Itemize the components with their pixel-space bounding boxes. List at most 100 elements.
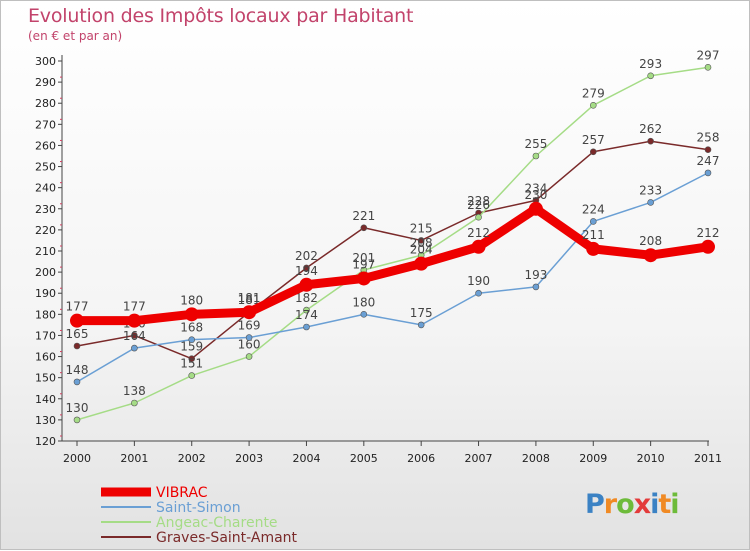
data-point <box>73 416 81 424</box>
x-tick-label: 2002 <box>178 452 206 465</box>
y-tick-label: 190 <box>35 287 56 300</box>
legend-label: VIBRAC <box>156 485 208 501</box>
data-label: 234 <box>524 181 547 195</box>
data-point <box>73 342 81 350</box>
data-point <box>127 313 142 328</box>
data-point <box>299 277 314 292</box>
data-point <box>475 289 482 297</box>
data-label: 204 <box>410 243 433 257</box>
data-label: 138 <box>123 384 146 398</box>
logo-letter: P <box>585 489 605 520</box>
data-point <box>242 305 257 320</box>
data-point <box>184 307 199 322</box>
y-tick-label: 180 <box>35 308 56 321</box>
data-point <box>586 241 601 256</box>
data-point <box>303 264 310 272</box>
proxiti-logo: Proxiti <box>585 489 680 520</box>
data-point <box>643 248 658 263</box>
data-label: 201 <box>352 251 375 265</box>
logo-letter: t <box>658 489 671 520</box>
data-label: 293 <box>639 57 662 71</box>
data-label: 193 <box>524 268 547 282</box>
y-tick-label: 260 <box>35 139 56 152</box>
data-label: 180 <box>180 293 203 307</box>
legend-label: Saint-Simon <box>156 500 241 516</box>
series-line-vibrac <box>72 204 713 326</box>
data-label: 208 <box>639 234 662 248</box>
data-point <box>647 72 654 80</box>
data-label: 297 <box>697 48 720 62</box>
data-point <box>701 239 715 254</box>
x-tick-label: 2009 <box>579 452 607 465</box>
data-label: 202 <box>295 249 318 263</box>
data-label: 228 <box>467 194 490 208</box>
logo-letter: i <box>650 489 659 520</box>
data-label: 159 <box>180 340 203 354</box>
data-label: 180 <box>352 295 375 309</box>
data-point <box>704 169 712 177</box>
data-label: 174 <box>295 308 318 322</box>
data-point <box>471 239 486 254</box>
logo-letter: r <box>603 489 617 520</box>
y-tick-label: 300 <box>35 55 56 68</box>
data-label: 130 <box>66 401 89 415</box>
data-label: 169 <box>238 319 261 333</box>
data-label: 255 <box>524 137 547 151</box>
y-tick-label: 210 <box>35 245 56 258</box>
chart-subtitle: (en € et par an) <box>28 29 123 43</box>
data-label: 257 <box>582 133 605 147</box>
data-point <box>417 237 425 244</box>
data-label: 164 <box>123 329 146 343</box>
x-tick-label: 2011 <box>694 452 722 465</box>
x-tick-label: 2007 <box>465 452 493 465</box>
x-tick-label: 2003 <box>235 452 263 465</box>
data-point <box>475 213 482 221</box>
data-point <box>356 271 371 286</box>
legend-label: Graves-Saint-Amant <box>156 530 298 546</box>
legend-label: Angeac-Charente <box>156 515 278 531</box>
data-point <box>647 199 654 206</box>
data-label: 168 <box>180 321 203 335</box>
data-label: 247 <box>697 154 720 168</box>
y-tick-label: 140 <box>35 393 56 406</box>
data-point <box>188 372 196 379</box>
data-label: 182 <box>295 291 318 305</box>
data-point <box>131 344 138 352</box>
data-label: 160 <box>238 338 261 352</box>
data-label: 279 <box>582 86 605 100</box>
data-label: 215 <box>410 221 433 235</box>
x-tick-label: 2010 <box>637 452 665 465</box>
data-label: 233 <box>639 183 662 197</box>
y-tick-label: 200 <box>35 266 56 279</box>
data-point <box>131 332 138 339</box>
y-tick-label: 240 <box>35 182 56 195</box>
data-point <box>532 283 540 291</box>
series-line-angeac-charente <box>76 66 709 421</box>
x-tick-label: 2001 <box>120 452 148 465</box>
data-label: 181 <box>238 291 261 305</box>
data-label: 262 <box>639 122 662 136</box>
data-label: 151 <box>180 357 203 371</box>
data-point <box>589 102 597 109</box>
x-tick-label: 2005 <box>350 452 378 465</box>
data-point <box>70 313 84 328</box>
data-label: 165 <box>66 327 89 341</box>
chart-title: Evolution des Impôts locaux par Habitant <box>28 5 414 27</box>
data-label: 208 <box>410 236 433 250</box>
data-label: 226 <box>467 198 490 212</box>
data-label: 177 <box>123 300 146 314</box>
x-tick-label: 2004 <box>292 452 320 465</box>
data-point <box>589 218 597 225</box>
data-point <box>414 256 429 271</box>
data-point <box>647 137 654 145</box>
y-tick-label: 130 <box>35 414 56 427</box>
series-line-saint-simon <box>76 172 709 383</box>
data-label: 230 <box>524 188 547 202</box>
y-tick-label: 250 <box>35 161 56 174</box>
y-tick-label: 220 <box>35 224 56 237</box>
data-label: 148 <box>66 363 89 377</box>
x-tick-label: 2008 <box>522 452 550 465</box>
data-point <box>131 399 138 407</box>
data-point <box>528 201 543 216</box>
x-tick-label: 2000 <box>63 452 91 465</box>
